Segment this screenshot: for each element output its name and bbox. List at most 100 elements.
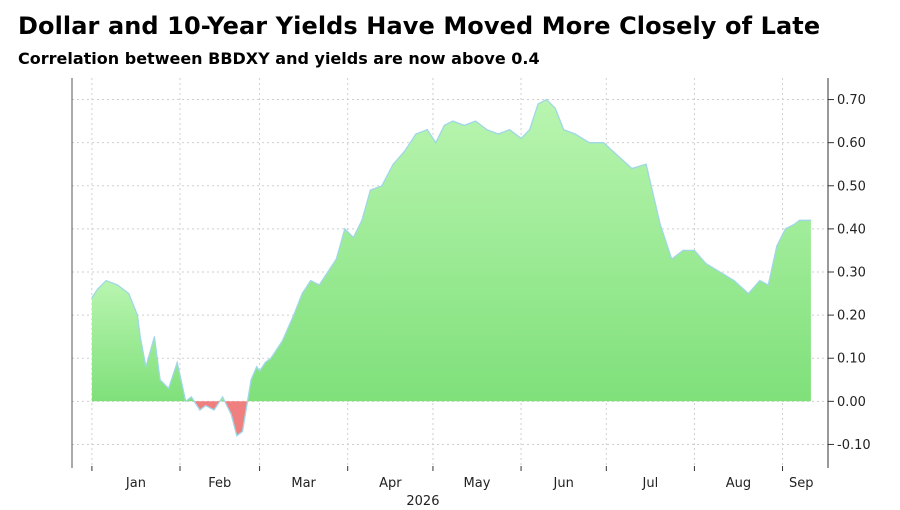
y-tick-label: 0.30 [837,266,866,281]
data-point [168,387,170,389]
data-point [176,361,178,364]
data-point [205,405,207,407]
data-point [236,435,238,437]
x-tick-label: Jul [642,476,659,491]
data-point [767,284,769,286]
data-point [91,297,93,299]
data-point [281,340,283,342]
positive-correlation-area [91,280,195,402]
data-point [509,129,511,131]
data-point [116,284,119,286]
year-label: 2026 [406,494,439,509]
x-tick-label: Aug [726,476,751,491]
axes [71,78,834,471]
data-point [426,129,428,131]
data-point [381,185,383,187]
data-point [776,245,778,247]
data-point [335,258,337,260]
x-tick-label: Apr [379,476,402,491]
data-point [199,409,201,411]
x-tick-label: Jan [125,476,146,491]
data-point [392,163,394,165]
data-point [301,293,303,295]
y-tick-label: 0.40 [837,222,866,237]
data-point [463,124,465,126]
data-point [784,228,787,230]
x-tick-label: Jun [553,476,574,491]
data-point [361,219,363,221]
data-point [97,288,99,290]
data-point [264,361,266,364]
data-point [486,129,488,131]
data-point [159,379,161,381]
data-point [497,133,499,135]
data-point [617,155,619,157]
data-point [475,120,477,122]
y-tick-label: 0.60 [837,136,866,151]
data-point [128,293,130,295]
data-point [327,271,329,273]
data-point [241,430,244,433]
data-point [153,336,155,338]
data-point [259,370,261,372]
data-point [574,133,576,135]
x-tick-label: Sep [789,476,814,491]
data-point [682,249,684,251]
data-point [293,314,295,316]
positive-correlation-area [247,99,811,402]
data-point [705,262,707,264]
data-point [145,366,147,368]
data-point [443,124,445,126]
data-point [759,280,761,282]
data-point [520,137,522,139]
data-point [415,133,417,135]
data-point [352,236,354,239]
data-point [529,129,531,131]
correlation-line [91,98,811,437]
data-point [733,280,735,282]
negative-correlation-area [224,401,248,436]
x-tick-label: May [464,476,491,491]
data-point [185,400,187,402]
chart-subtitle: Correlation between BBDXY and yields are… [18,49,540,68]
data-point [139,336,141,338]
data-point [250,379,252,381]
data-point [318,284,320,286]
data-point [213,409,215,411]
data-point [435,142,437,144]
data-point [452,120,454,122]
data-point [546,99,548,101]
area-layer [91,98,812,437]
data-point [270,357,272,359]
data-point [588,142,590,144]
data-point [554,107,556,109]
y-tick-label: 0.00 [837,395,866,410]
data-point [719,271,721,273]
data-point [136,314,138,316]
data-point [659,224,661,226]
data-point [230,413,232,415]
x-tick-label: Mar [291,476,316,491]
data-point [631,167,633,170]
data-point [344,228,346,230]
data-point [747,293,750,295]
data-point [537,103,539,105]
data-point [403,150,406,152]
data-point [222,396,224,398]
y-tick-label: 0.20 [837,309,866,324]
data-point [671,258,673,260]
data-point [793,224,795,226]
chart-title: Dollar and 10-Year Yields Have Moved Mor… [18,12,821,40]
data-point [369,189,371,191]
axis-labels: 0.70 0.60 0.50 0.40 0.30 0.20 0.10 0.00 -0.10 Jan… [125,93,871,509]
y-tick-label: 0.50 [837,179,866,194]
data-point [602,142,605,144]
x-tick-label: Feb [208,476,231,491]
data-point [804,219,806,221]
data-point [190,396,192,398]
data-point [799,219,801,221]
data-point [693,249,696,251]
data-point [310,280,312,282]
